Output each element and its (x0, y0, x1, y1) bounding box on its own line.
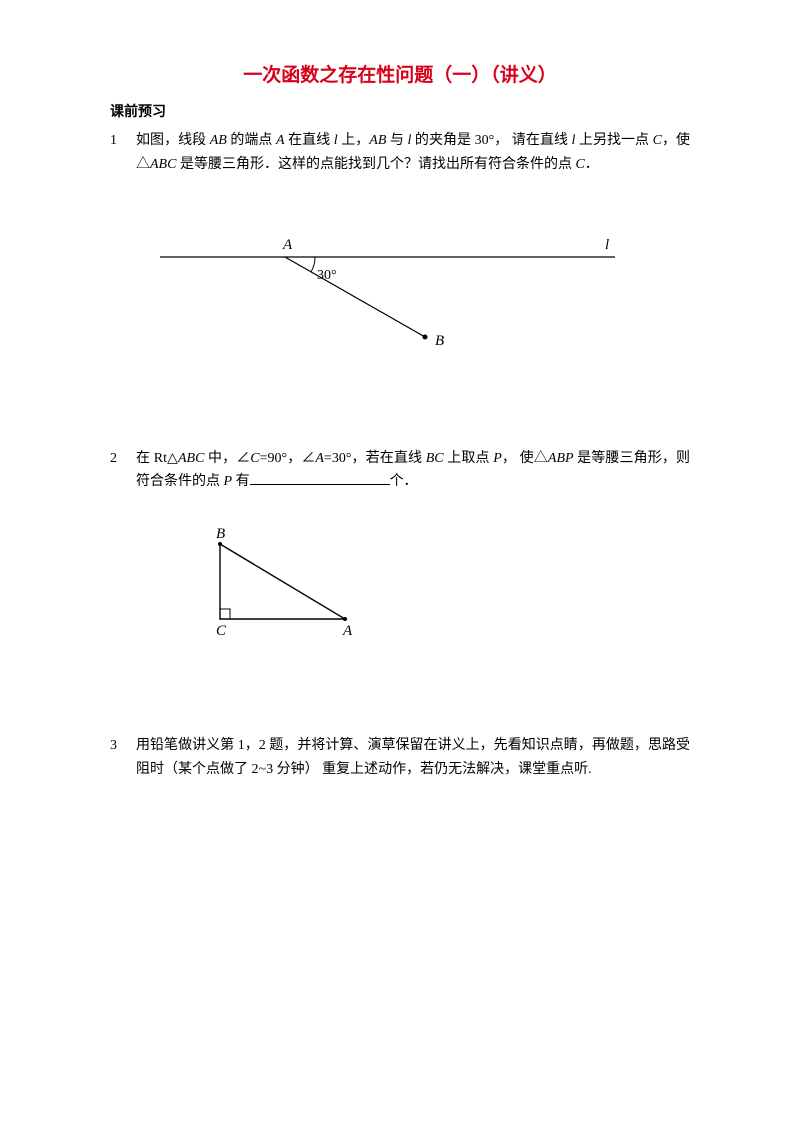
svg-text:A: A (282, 237, 293, 253)
p2-C: C (250, 451, 259, 466)
p1-AB2: AB (369, 133, 386, 148)
p1-t7: 上另找一点 (575, 133, 652, 148)
p1-t9: 是等腰三角形．这样的点能找到几个？请找出所有符合条件的点 (176, 157, 575, 172)
p3-body: 用铅笔做讲义第 1，2 题，并将计算、演草保留在讲义上，先看知识点睛，再做题，思… (136, 734, 690, 782)
p2-t6: ， 使△ (502, 451, 548, 466)
p2-P: P (493, 451, 502, 466)
p1-t10: ． (585, 157, 599, 172)
p2-t1: 在 Rt△ (136, 451, 178, 466)
problem-3: 3 用铅笔做讲义第 1，2 题，并将计算、演草保留在讲义上，先看知识点睛，再做题… (110, 734, 690, 782)
p2-t8: 有 (232, 474, 250, 489)
figure-2: B C A (190, 524, 390, 644)
p3-number: 3 (110, 734, 136, 782)
preview-label: 课前预习 (110, 101, 690, 121)
p2-t4: =30°，若在直线 (324, 451, 426, 466)
p1-ABC: ABC (150, 157, 176, 172)
p2-number: 2 (110, 447, 136, 495)
svg-text:l: l (605, 237, 609, 253)
p2-t5: 上取点 (444, 451, 494, 466)
svg-text:30°: 30° (317, 268, 337, 283)
p2-blank (250, 472, 390, 485)
problem-2: 2 在 Rt△ABC 中，∠C=90°，∠A=30°，若在直线 BC 上取点 P… (110, 447, 690, 495)
p2-P2: P (224, 474, 233, 489)
svg-text:C: C (216, 623, 227, 639)
p1-t4: 上， (338, 133, 370, 148)
svg-text:B: B (216, 526, 225, 542)
p2-ABP: ABP (548, 451, 574, 466)
p1-C2: C (575, 157, 584, 172)
page-title: 一次函数之存在性问题（一）（讲义） (110, 60, 690, 87)
p2-BC: BC (426, 451, 444, 466)
p2-t9: 个． (390, 474, 418, 489)
p1-t6: 的夹角是 30°， 请在直线 (411, 133, 571, 148)
p1-body: 如图，线段 AB 的端点 A 在直线 l 上，AB 与 l 的夹角是 30°， … (136, 129, 690, 177)
svg-text:B: B (435, 333, 444, 349)
p1-AB1: AB (210, 133, 227, 148)
p1-t1: 如图，线段 (136, 133, 210, 148)
p1-number: 1 (110, 129, 136, 177)
p2-t3: =90°，∠ (260, 451, 316, 466)
p2-t2: 中，∠ (204, 451, 250, 466)
svg-text:A: A (342, 623, 353, 639)
p1-C: C (653, 133, 662, 148)
p1-A: A (276, 133, 285, 148)
p2-A: A (315, 451, 324, 466)
p2-body: 在 Rt△ABC 中，∠C=90°，∠A=30°，若在直线 BC 上取点 P， … (136, 447, 690, 495)
p1-t2: 的端点 (227, 133, 276, 148)
p1-t3: 在直线 (285, 133, 334, 148)
figure-1: Al B 30° (110, 217, 690, 367)
problem-1: 1 如图，线段 AB 的端点 A 在直线 l 上，AB 与 l 的夹角是 30°… (110, 129, 690, 177)
p1-t5: 与 (386, 133, 407, 148)
p2-ABC: ABC (178, 451, 204, 466)
